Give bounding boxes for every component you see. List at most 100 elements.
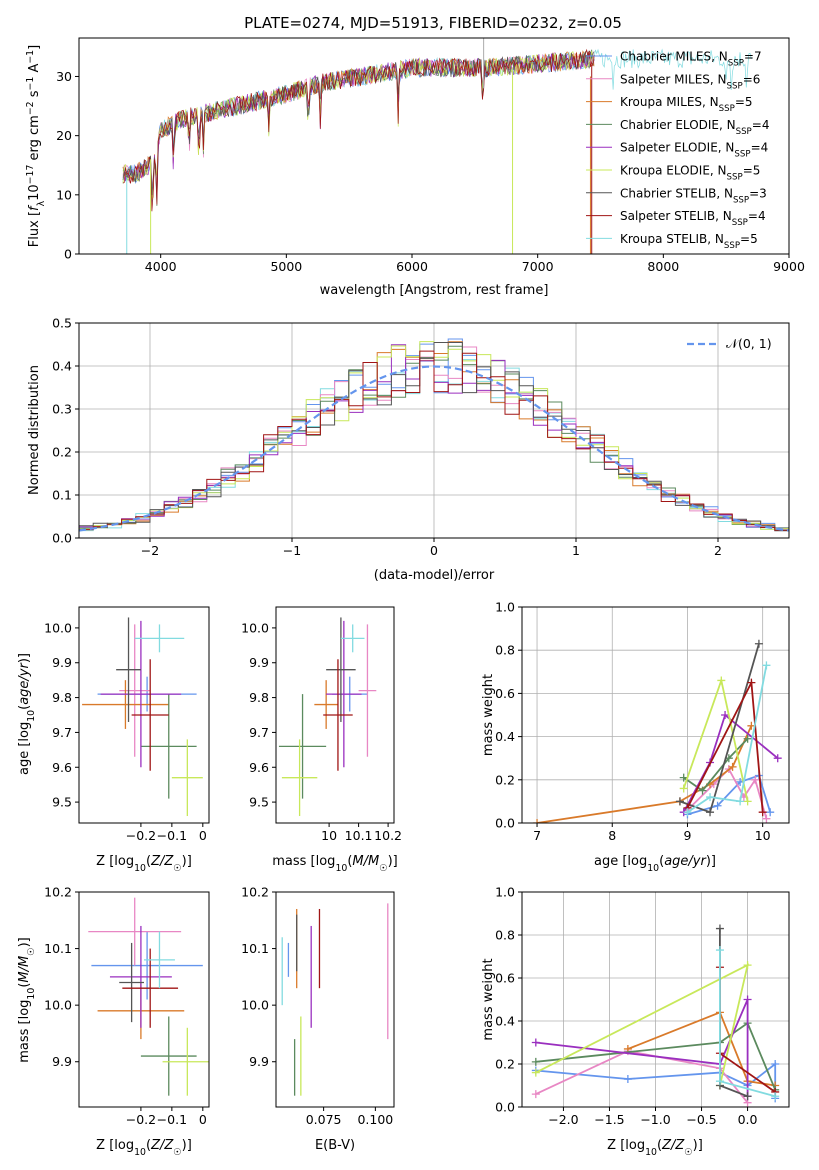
y-tick-label: 0.6 xyxy=(495,971,515,986)
x-tick-label: 10.2 xyxy=(374,828,402,843)
x-tick-label: −0.2 xyxy=(126,1112,156,1127)
x-tick-label: 4000 xyxy=(145,259,177,274)
y-tick-label: 9.7 xyxy=(52,725,72,740)
weight-marker xyxy=(754,639,763,648)
y-tick-label: 10.0 xyxy=(241,620,269,635)
x-tick-label: 0 xyxy=(199,828,207,843)
legend-entry: Salpeter ELODIE, NSSP=4 xyxy=(620,141,768,160)
weight-marker xyxy=(675,797,684,806)
y-tick-label: 9.9 xyxy=(52,1054,72,1069)
weight-marker xyxy=(531,1057,540,1066)
plot-area xyxy=(88,897,209,1096)
y-tick-label: 10 xyxy=(56,187,72,202)
weight-line-1 xyxy=(535,1062,777,1099)
weight-marker xyxy=(679,784,688,793)
legend-entry: 𝒩(0, 1) xyxy=(726,336,772,351)
y-tick-label: 0.0 xyxy=(495,816,515,831)
plot-area xyxy=(281,903,389,1096)
x-tick-label: 6000 xyxy=(396,259,428,274)
x-tick-label: −2 xyxy=(141,543,159,558)
weight-marker xyxy=(751,775,760,784)
x-tick-label: −0.1 xyxy=(157,828,187,843)
weight-marker xyxy=(743,734,752,743)
x-tick-label: 0.100 xyxy=(357,1112,393,1127)
weight-marker xyxy=(706,793,715,802)
panel-mass-vs-ebv: 0.075 0.100 9.9 10.0 10.1 10.2 E(B-V) xyxy=(241,885,395,1153)
x-tick-label: 10.1 xyxy=(345,828,373,843)
x-axis-label: Z [log10(Z/Z☉)] xyxy=(96,854,192,874)
y-tick-label: 10.2 xyxy=(241,885,269,900)
y-tick-label: 9.6 xyxy=(52,760,72,775)
y-axis-label: Flux [fλ10−17 erg cm−2 s−1 A−1] xyxy=(25,45,47,247)
weight-marker xyxy=(623,1075,632,1084)
y-tick-label: 0.0 xyxy=(52,531,72,546)
y-tick-label: 20 xyxy=(56,128,72,143)
x-tick-label: 0.0 xyxy=(738,1112,758,1127)
weight-line-7 xyxy=(679,643,760,814)
weight-line-2 xyxy=(686,767,768,819)
panel-weights-vs-Z: −2.0 −1.5 −1.0 −0.5 0.0 0.0 0.2 0.4 0.6 0.8 1.0 mas… xyxy=(481,885,790,1158)
y-tick-label: 0.3 xyxy=(52,402,72,417)
x-tick-label: −1.0 xyxy=(640,1112,670,1127)
panel-residuals: −2 −1 0 1 2 0.0 0.1 0.2 0.3 0.4 0.5 𝒩(0, 1) (data-mo… xyxy=(27,316,790,583)
y-tick-label: 0.4 xyxy=(495,729,515,744)
y-tick-label: 10.0 xyxy=(44,620,72,635)
y-tick-label: 9.9 xyxy=(52,655,72,670)
y-tick-label: 0.8 xyxy=(495,928,515,943)
y-tick-label: 10.1 xyxy=(44,941,72,956)
x-tick-label: 8000 xyxy=(647,259,679,274)
spectrum-line-7 xyxy=(122,50,595,196)
x-tick-label: −1.5 xyxy=(594,1112,624,1127)
weight-marker xyxy=(771,1092,780,1101)
axes-frame xyxy=(78,606,210,824)
y-tick-label: 10.1 xyxy=(241,941,269,956)
figure-title: PLATE=0274, MJD=51913, FIBERID=0232, z=0… xyxy=(244,14,622,32)
axes-frame xyxy=(78,891,210,1108)
weight-marker xyxy=(717,676,726,685)
y-tick-label: 0.2 xyxy=(495,1057,515,1072)
plot-area xyxy=(531,924,780,1107)
legend-entry: Kroupa STELIB, NSSP=5 xyxy=(620,232,758,251)
y-tick-label: 30 xyxy=(56,69,72,84)
y-axis-label: mass weight xyxy=(481,674,496,756)
weight-marker xyxy=(743,1092,752,1101)
y-tick-label: 9.5 xyxy=(249,795,269,810)
weight-marker xyxy=(706,808,715,817)
y-tick-label: 0.2 xyxy=(52,445,72,460)
axes-frame xyxy=(275,606,395,824)
panel-age-vs-Z: −0.2 −0.1 0 9.5 9.6 9.7 9.8 9.9 10.0 Z [log10(Z/Z… xyxy=(17,606,210,874)
gaussian-curve xyxy=(79,365,789,532)
weight-marker xyxy=(721,711,730,719)
x-tick-label: −0.1 xyxy=(157,1112,187,1127)
x-axis-label: E(B-V) xyxy=(315,1138,355,1153)
x-axis-label: age [log10(age/yr)] xyxy=(594,854,716,874)
y-axis-label: mass [log10(M/M☉)] xyxy=(17,937,37,1063)
plot-area xyxy=(533,639,782,823)
x-tick-label: 0.075 xyxy=(306,1112,342,1127)
y-tick-label: 9.6 xyxy=(249,760,269,775)
y-tick-label: 10.0 xyxy=(44,998,72,1013)
weight-line-9 xyxy=(686,665,768,813)
y-tick-label: 9.5 xyxy=(52,795,72,810)
weight-marker xyxy=(533,819,542,823)
weight-marker xyxy=(698,786,707,795)
weight-marker xyxy=(679,773,688,782)
weight-marker xyxy=(758,808,767,817)
panel-age-vs-mass: 10 10.1 10.2 9.5 9.6 9.7 9.8 9.9 10.0 mass [log10… xyxy=(241,606,402,874)
legend-entry: Kroupa ELODIE, NSSP=5 xyxy=(620,164,760,183)
x-tick-label: 8 xyxy=(608,828,616,843)
weight-marker xyxy=(762,814,771,823)
plot-area xyxy=(278,617,377,817)
weight-marker xyxy=(531,1090,540,1099)
weight-marker xyxy=(683,808,692,817)
x-axis-label: (data-model)/error xyxy=(374,568,495,583)
x-tick-label: −0.5 xyxy=(686,1112,716,1127)
x-tick-label: 2 xyxy=(714,543,722,558)
y-tick-label: 0.4 xyxy=(495,1014,515,1029)
spectrum-line-1 xyxy=(122,51,595,204)
y-tick-label: 1.0 xyxy=(495,600,515,615)
weight-marker xyxy=(771,1060,780,1068)
panel-weights-vs-age: 7 8 9 10 0.0 0.2 0.4 0.6 0.8 1.0 mass weight age [l… xyxy=(481,600,790,874)
weight-line-4 xyxy=(683,738,749,792)
